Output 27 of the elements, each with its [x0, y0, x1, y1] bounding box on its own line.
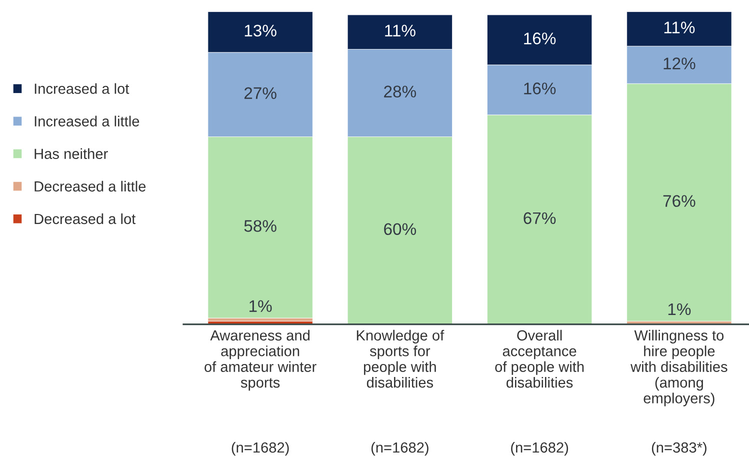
data-label: 58% [244, 220, 276, 232]
legend-label: Has neither [34, 148, 108, 160]
data-label: 12% [664, 58, 696, 70]
data-label: 1% [250, 300, 272, 312]
text: (n=1682) [371, 442, 428, 456]
data-label: 27% [244, 87, 276, 99]
data-label: 16% [524, 82, 556, 94]
x-tick-label: Overall acceptance of people with disabilities [495, 330, 584, 388]
data-label: 1% [668, 303, 691, 316]
legend-label: Increased a lot [34, 83, 130, 94]
x-tick-label: Willingness to hire people with disabilities (among employers) [630, 330, 728, 406]
data-label: 28% [384, 86, 416, 98]
text: (n=1682) [511, 442, 568, 456]
data-label: 11% [385, 24, 416, 36]
data-label: 76% [663, 195, 696, 207]
data-label: 67% [524, 212, 556, 224]
data-label: 13% [244, 24, 276, 37]
x-tick-label: Awareness and appreciation of amateur winter sports [204, 330, 316, 391]
text: (n=383*) [652, 442, 706, 456]
data-label: 11% [664, 22, 695, 34]
data-label: 60% [384, 223, 416, 236]
legend-label: Decreased a little [34, 180, 146, 192]
x-tick-label: Knowledge of sports for people with disabilities [356, 330, 444, 388]
text: (n=1682) [232, 442, 289, 456]
legend-label: Decreased a lot [34, 213, 136, 224]
data-label: 16% [524, 32, 556, 44]
legend-label: Increased a little [34, 116, 140, 126]
